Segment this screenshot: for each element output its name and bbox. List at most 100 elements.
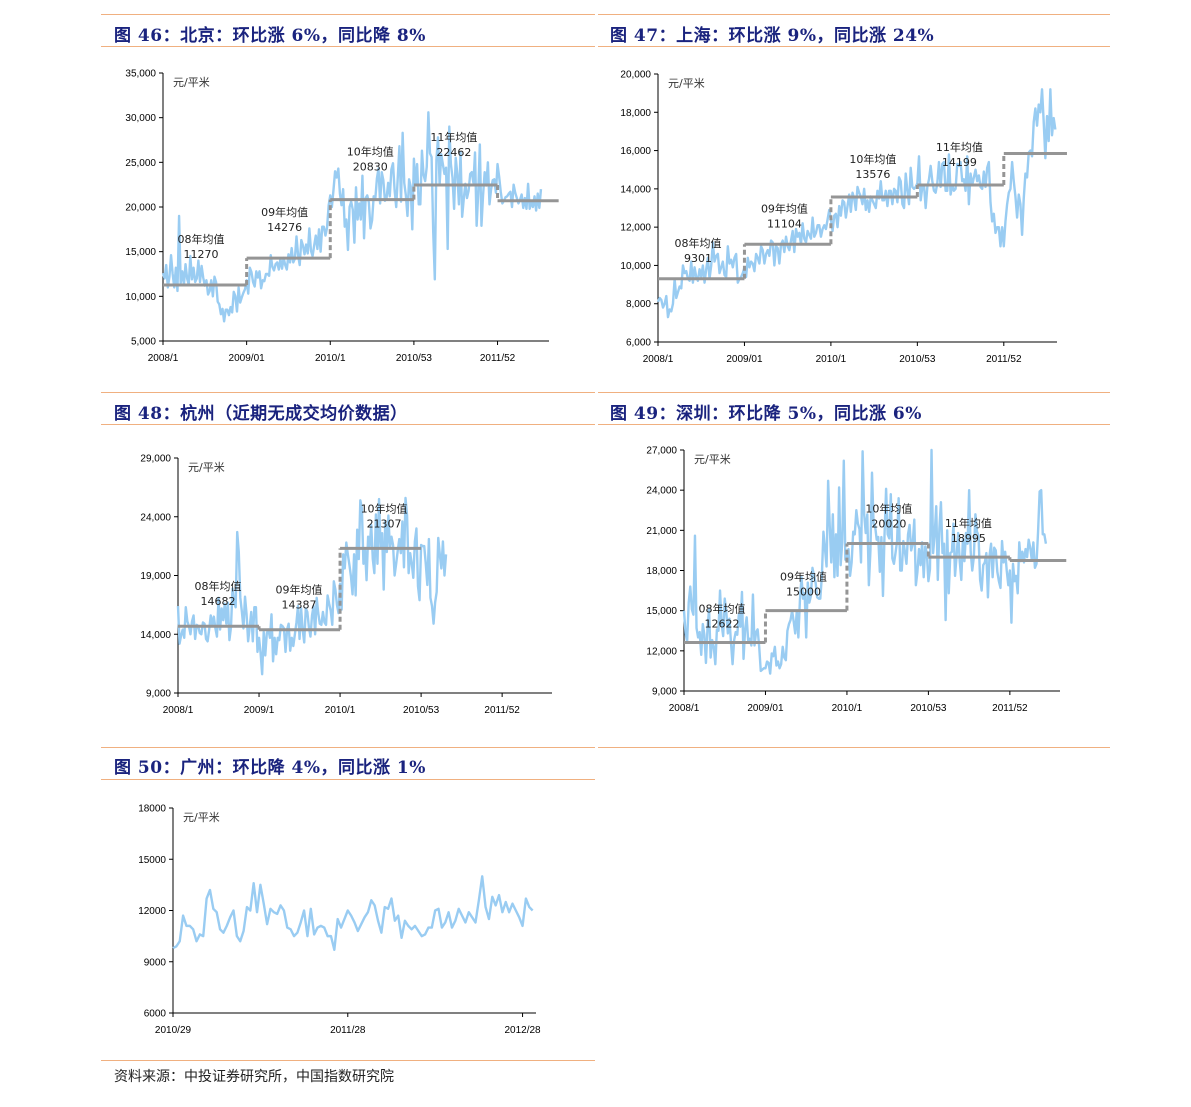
average-label: 11年均值 [936, 140, 983, 154]
figure-48-title: 图 48：杭州（近期无成交均价数据） [114, 404, 408, 424]
rule-top-left [101, 14, 595, 15]
average-label: 11年均值 [945, 516, 992, 530]
average-value-label: 11270 [184, 248, 219, 261]
x-tick-label: 2011/52 [480, 353, 516, 364]
average-label: 08年均值 [699, 602, 746, 616]
average-label: 11年均值 [430, 130, 477, 144]
x-tick-label: 2010/53 [899, 354, 936, 365]
y-tick-label: 18000 [138, 804, 166, 815]
rule-under-title-47 [598, 46, 1110, 47]
y-tick-label: 27,000 [646, 446, 677, 457]
y-tick-label: 8,000 [626, 299, 651, 310]
average-value-label: 15000 [786, 586, 821, 599]
x-tick-label: 2010/1 [325, 705, 356, 716]
y-tick-label: 12,000 [620, 223, 651, 234]
chart-shanghai: 6,000 8,000 10,000 12,000 14,000 16,000 18,000… [620, 70, 1067, 365]
source-note: 资料来源：中投证券研究所，中国指数研究院 [114, 1069, 394, 1085]
average-value-label: 14387 [282, 599, 317, 612]
chart-hangzhou: 9,000 14,000 19,000 24,000 29,000 2008/1 2009/… [140, 454, 552, 716]
x-tick-label: 2011/52 [992, 703, 1028, 714]
average-label: 10年均值 [849, 152, 896, 166]
x-tick-label: 2009/01 [229, 353, 266, 364]
figure-50-title: 图 50：广州：环比降 4%，同比涨 1% [114, 758, 426, 778]
rule-row1-bottom-right [598, 392, 1110, 393]
chart-guangzhou: 6000 9000 12000 15000 18000 2010/29 2011/28 201… [138, 804, 541, 1037]
x-tick-label: 2008/1 [163, 705, 194, 716]
y-tick-label: 24,000 [646, 486, 677, 497]
unit-label: 元/平米 [668, 77, 705, 90]
y-tick-label: 18,000 [646, 566, 677, 577]
y-tick-label: 35,000 [125, 69, 156, 80]
price-series-line [656, 88, 1057, 319]
x-tick-label: 2008/1 [669, 703, 700, 714]
average-value-label: 12622 [705, 618, 740, 631]
chart-beijing: 5,000 10,000 15,000 20,000 25,000 30,000 35,00… [125, 69, 559, 364]
average-label: 10年均值 [865, 501, 912, 515]
y-tick-label: 21,000 [646, 526, 677, 537]
x-tick-label: 2010/53 [910, 703, 947, 714]
rule-under-title-48 [101, 424, 595, 425]
average-label: 09年均值 [780, 570, 827, 584]
y-tick-label: 20,000 [125, 203, 156, 214]
average-label: 09年均值 [261, 205, 308, 219]
x-tick-label: 2010/29 [155, 1025, 192, 1036]
x-tick-label: 2009/01 [726, 354, 763, 365]
x-tick-label: 2011/52 [484, 705, 520, 716]
y-tick-label: 20,000 [620, 70, 651, 81]
average-value-label: 11104 [767, 217, 802, 230]
x-tick-label: 2010/53 [403, 705, 440, 716]
y-tick-label: 29,000 [140, 454, 171, 465]
y-tick-label: 25,000 [125, 158, 156, 169]
rule-bottom [101, 1060, 595, 1061]
rule-row2-bottom-right [598, 747, 1110, 748]
y-tick-label: 12000 [138, 906, 166, 917]
rule-row1-bottom-left [101, 392, 595, 393]
x-tick-label: 2010/53 [396, 353, 433, 364]
average-label: 10年均值 [347, 145, 394, 159]
x-tick-label: 2010/1 [816, 354, 847, 365]
y-tick-label: 12,000 [646, 646, 677, 657]
price-series-line [172, 875, 534, 951]
y-tick-label: 5,000 [131, 337, 156, 348]
average-value-label: 22462 [436, 146, 471, 159]
rule-row2-bottom-left [101, 747, 595, 748]
rule-under-title-46 [101, 46, 595, 47]
chart-shenzhen: 9,000 12,000 15,000 18,000 21,000 24,000 27,00… [646, 446, 1067, 714]
unit-label: 元/平米 [188, 461, 225, 474]
y-tick-label: 16,000 [620, 146, 651, 157]
x-tick-label: 2011/52 [986, 354, 1022, 365]
y-tick-label: 24,000 [140, 512, 171, 523]
average-label: 08年均值 [675, 236, 722, 250]
y-tick-label: 15,000 [125, 247, 156, 258]
x-tick-label: 2009/01 [747, 703, 784, 714]
average-value-label: 9301 [684, 252, 712, 265]
figure-49-title: 图 49：深圳：环比降 5%，同比涨 6% [610, 404, 922, 424]
x-tick-label: 2008/1 [148, 353, 179, 364]
average-label: 09年均值 [276, 583, 323, 597]
price-series-line [161, 111, 543, 323]
y-tick-label: 30,000 [125, 113, 156, 124]
y-tick-label: 6,000 [626, 338, 651, 349]
unit-label: 元/平米 [183, 811, 220, 824]
price-series-line [176, 496, 448, 676]
y-tick-label: 18,000 [620, 108, 651, 119]
y-tick-label: 10,000 [125, 292, 156, 303]
figure-46-title: 图 46：北京：环比涨 6%，同比降 8% [114, 26, 426, 46]
x-tick-label: 2012/28 [504, 1025, 541, 1036]
average-value-label: 18995 [951, 532, 986, 545]
average-value-label: 14199 [942, 156, 977, 169]
unit-label: 元/平米 [694, 453, 731, 466]
x-tick-label: 2009/1 [244, 705, 275, 716]
average-value-label: 14276 [267, 221, 302, 234]
y-tick-label: 9000 [144, 957, 167, 968]
average-value-label: 13576 [855, 168, 890, 181]
price-series-line [682, 448, 1048, 675]
average-label: 08年均值 [195, 579, 242, 593]
x-tick-label: 2010/1 [832, 703, 863, 714]
average-value-label: 20020 [871, 517, 906, 530]
y-tick-label: 6000 [144, 1009, 167, 1020]
y-tick-label: 9,000 [652, 687, 677, 698]
average-label: 10年均值 [361, 501, 408, 515]
rule-under-title-49 [598, 424, 1110, 425]
x-tick-label: 2011/28 [330, 1025, 366, 1036]
